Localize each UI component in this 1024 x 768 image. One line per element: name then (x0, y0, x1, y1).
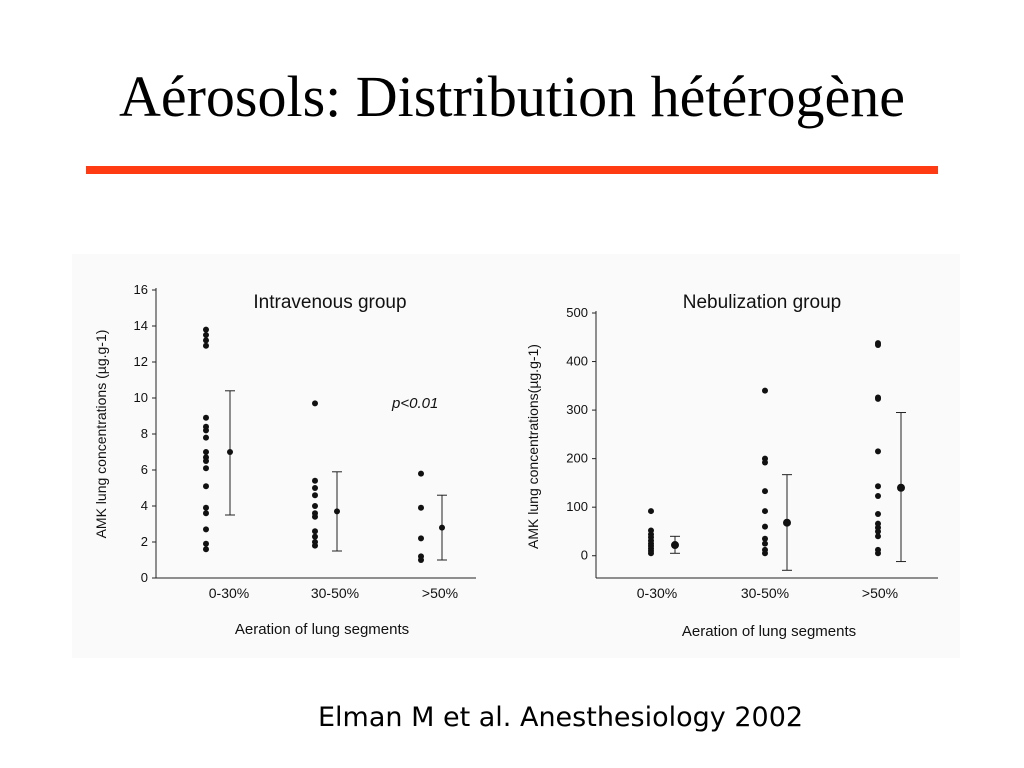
data-point (312, 503, 318, 509)
data-point (312, 492, 318, 499)
data-point (875, 528, 881, 535)
figure-panel: 0 2 4 6 8 10 12 14 16 Intravenous group Aeration o… (72, 254, 960, 658)
intravenous-group-chart: 0 2 4 6 8 10 12 14 16 Intravenous group Aeration o… (93, 282, 476, 638)
data-point (418, 557, 424, 563)
x-category-label: >50% (422, 585, 458, 601)
data-point (762, 550, 768, 557)
data-point (875, 550, 881, 557)
y-tick-label: 14 (134, 318, 148, 333)
data-point (875, 395, 881, 402)
x-category-label: >50% (862, 585, 898, 601)
y-tick-label: 300 (566, 402, 588, 417)
data-point (203, 483, 209, 490)
y-tick-label: 200 (566, 451, 588, 466)
data-point (648, 508, 654, 515)
data-point (875, 493, 881, 500)
y-tick-label: 10 (134, 390, 148, 405)
data-point (312, 400, 318, 407)
data-point (203, 326, 209, 333)
data-point (203, 332, 209, 338)
data-point (762, 535, 768, 542)
data-point (762, 459, 768, 466)
data-point (312, 513, 318, 520)
x-axis-label: Aeration of lung segments (682, 623, 856, 640)
data-point (203, 414, 209, 421)
y-tick-label: 16 (134, 282, 148, 297)
y-tick-label: 6 (141, 462, 148, 477)
data-point (762, 488, 768, 495)
data-point (203, 510, 209, 517)
data-point (312, 542, 318, 549)
data-point (312, 528, 318, 535)
y-axis-label: AMK lung concentrations (µg.g-1) (93, 330, 109, 539)
data-point (875, 448, 881, 455)
mean-marker (227, 449, 233, 455)
data-point (418, 470, 424, 477)
y-tick-label: 12 (134, 354, 148, 369)
y-tick-label: 2 (141, 534, 148, 549)
data-point (203, 526, 209, 533)
chart-title: Nebulization group (683, 292, 841, 313)
y-tick-label: 0 (581, 548, 588, 563)
citation: Elman M et al. Anesthesiology 2002 (318, 702, 804, 733)
chart-title: Intravenous group (253, 292, 406, 313)
y-tick-label: 4 (141, 498, 148, 513)
data-point (762, 540, 768, 547)
slide-title: Aérosols: Distribution hétérogène (118, 64, 906, 129)
data-point (203, 465, 209, 472)
data-point (203, 434, 209, 441)
data-point (875, 342, 881, 349)
y-axis-label: AMK lung concentrations(µg.g-1) (525, 344, 541, 549)
data-point (648, 550, 654, 557)
data-point (762, 523, 768, 530)
data-point (875, 533, 881, 540)
mean-marker (783, 518, 791, 527)
data-point (203, 540, 209, 547)
p-value-annotation: p<0.01 (391, 395, 438, 412)
data-point (203, 449, 209, 455)
data-point (203, 342, 209, 349)
x-category-label: 0-30% (637, 585, 677, 601)
x-category-label: 30-50% (311, 585, 359, 601)
x-category-label: 0-30% (209, 585, 249, 601)
data-point (203, 458, 209, 464)
data-point (203, 337, 209, 344)
data-point (875, 510, 881, 517)
mean-marker (439, 524, 445, 531)
mean-marker (897, 483, 905, 492)
data-point (418, 535, 424, 542)
data-point (762, 508, 768, 515)
nebulization-group-chart: 0 100 200 300 400 500 Nebulization group Aerati… (525, 292, 938, 640)
mean-marker (334, 508, 340, 515)
y-tick-label: 0 (141, 570, 148, 585)
x-axis-label: Aeration of lung segments (235, 621, 409, 638)
data-point (312, 533, 318, 540)
data-point (203, 427, 209, 434)
data-point (762, 387, 768, 394)
y-tick-label: 100 (566, 499, 588, 514)
data-point (875, 483, 881, 490)
x-category-label: 30-50% (741, 585, 789, 601)
data-point (312, 477, 318, 484)
data-point (203, 546, 209, 553)
data-point (312, 485, 318, 491)
data-point (418, 504, 424, 511)
data-point (203, 504, 209, 511)
title-divider (86, 166, 938, 174)
y-tick-label: 8 (141, 426, 148, 441)
y-tick-label: 500 (566, 305, 588, 320)
y-tick-label: 400 (566, 354, 588, 369)
mean-marker (671, 541, 679, 550)
